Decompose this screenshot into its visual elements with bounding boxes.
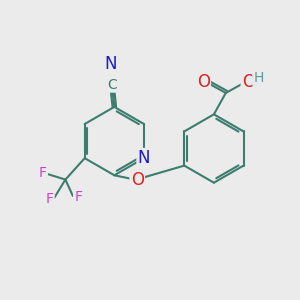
Text: F: F [46, 193, 54, 206]
Text: F: F [74, 190, 82, 204]
Text: O: O [197, 73, 210, 91]
Text: C: C [107, 78, 117, 92]
Text: O: O [242, 73, 255, 91]
Text: O: O [131, 171, 144, 189]
Text: N: N [138, 149, 150, 167]
Text: F: F [39, 166, 47, 180]
Text: H: H [253, 71, 264, 85]
Text: N: N [104, 55, 117, 73]
